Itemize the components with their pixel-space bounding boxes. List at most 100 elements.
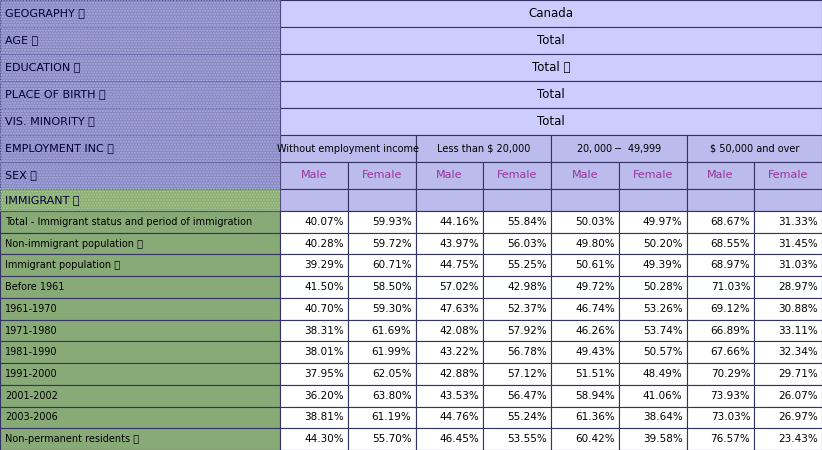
Text: 43.97%: 43.97%: [440, 238, 479, 248]
Bar: [619, 320, 686, 342]
Text: 43.22%: 43.22%: [440, 347, 479, 357]
Text: $ 50,000 and over: $ 50,000 and over: [709, 144, 799, 153]
Bar: [280, 189, 348, 211]
Bar: [415, 428, 483, 450]
Bar: [483, 406, 551, 428]
Bar: [280, 428, 348, 450]
Text: 37.95%: 37.95%: [304, 369, 344, 379]
Text: 1961-1970: 1961-1970: [5, 304, 58, 314]
Bar: [280, 135, 415, 162]
Text: 50.61%: 50.61%: [575, 260, 615, 270]
Bar: [0, 298, 280, 320]
Text: 53.26%: 53.26%: [643, 304, 682, 314]
Text: Female: Female: [362, 171, 402, 180]
Bar: [483, 342, 551, 363]
Bar: [0, 162, 280, 189]
Bar: [619, 363, 686, 385]
Bar: [0, 342, 280, 363]
Text: 55.84%: 55.84%: [507, 217, 547, 227]
Text: Male: Male: [436, 171, 463, 180]
Text: 68.97%: 68.97%: [710, 260, 750, 270]
Text: 44.76%: 44.76%: [440, 412, 479, 423]
Text: 23.43%: 23.43%: [778, 434, 818, 444]
Bar: [0, 276, 280, 298]
Bar: [348, 211, 415, 233]
Bar: [686, 211, 755, 233]
Text: 30.88%: 30.88%: [778, 304, 818, 314]
Bar: [415, 363, 483, 385]
Bar: [280, 276, 348, 298]
Bar: [483, 233, 551, 254]
Bar: [415, 298, 483, 320]
Text: 63.80%: 63.80%: [372, 391, 412, 401]
Bar: [415, 233, 483, 254]
Bar: [686, 385, 755, 406]
Text: AGE ⓘ: AGE ⓘ: [5, 36, 38, 45]
Bar: [686, 233, 755, 254]
Bar: [686, 298, 755, 320]
Text: 68.55%: 68.55%: [710, 238, 750, 248]
Bar: [551, 233, 619, 254]
Text: 46.74%: 46.74%: [575, 304, 615, 314]
Bar: [0, 233, 280, 254]
Text: 40.70%: 40.70%: [304, 304, 344, 314]
Text: 61.19%: 61.19%: [372, 412, 412, 423]
Text: 41.50%: 41.50%: [304, 282, 344, 292]
Text: 49.72%: 49.72%: [575, 282, 615, 292]
Text: SEX ⓘ: SEX ⓘ: [5, 171, 37, 180]
Text: 1971-1980: 1971-1980: [5, 325, 58, 336]
Text: 42.08%: 42.08%: [440, 325, 479, 336]
Text: Non-permanent residents ⓘ: Non-permanent residents ⓘ: [5, 434, 139, 444]
Text: 44.30%: 44.30%: [304, 434, 344, 444]
Text: 28.97%: 28.97%: [778, 282, 818, 292]
Bar: [551, 254, 619, 276]
Bar: [280, 0, 822, 27]
Text: 57.12%: 57.12%: [507, 369, 547, 379]
Bar: [619, 406, 686, 428]
Text: 56.03%: 56.03%: [507, 238, 547, 248]
Bar: [551, 162, 619, 189]
Text: VIS. MINORITY ⓘ: VIS. MINORITY ⓘ: [5, 117, 95, 126]
Text: 38.64%: 38.64%: [643, 412, 682, 423]
Bar: [280, 81, 822, 108]
Text: 66.89%: 66.89%: [710, 325, 750, 336]
Bar: [0, 363, 280, 385]
Bar: [686, 276, 755, 298]
Text: 55.70%: 55.70%: [372, 434, 412, 444]
Bar: [280, 27, 822, 54]
Bar: [0, 135, 280, 162]
Text: 49.43%: 49.43%: [575, 347, 615, 357]
Bar: [0, 108, 280, 135]
Bar: [0, 211, 280, 233]
Bar: [0, 135, 280, 162]
Bar: [755, 406, 822, 428]
Bar: [280, 342, 348, 363]
Bar: [280, 363, 348, 385]
Bar: [0, 0, 280, 27]
Bar: [619, 189, 686, 211]
Bar: [755, 162, 822, 189]
Text: 40.28%: 40.28%: [304, 238, 344, 248]
Text: 50.20%: 50.20%: [643, 238, 682, 248]
Text: 36.20%: 36.20%: [304, 391, 344, 401]
Bar: [280, 406, 348, 428]
Text: 60.42%: 60.42%: [575, 434, 615, 444]
Text: 55.25%: 55.25%: [507, 260, 547, 270]
Text: Non-immigrant population ⓘ: Non-immigrant population ⓘ: [5, 238, 143, 248]
Text: Total: Total: [537, 34, 565, 47]
Bar: [755, 254, 822, 276]
Text: 53.55%: 53.55%: [507, 434, 547, 444]
Text: 41.06%: 41.06%: [643, 391, 682, 401]
Bar: [0, 162, 280, 189]
Text: Female: Female: [768, 171, 808, 180]
Bar: [415, 211, 483, 233]
Bar: [0, 406, 280, 428]
Text: 46.45%: 46.45%: [440, 434, 479, 444]
Bar: [755, 363, 822, 385]
Text: 61.36%: 61.36%: [575, 412, 615, 423]
Text: 31.33%: 31.33%: [778, 217, 818, 227]
Text: 73.03%: 73.03%: [711, 412, 750, 423]
Text: Immigrant population ⓘ: Immigrant population ⓘ: [5, 260, 120, 270]
Text: 76.57%: 76.57%: [710, 434, 750, 444]
Text: 38.31%: 38.31%: [304, 325, 344, 336]
